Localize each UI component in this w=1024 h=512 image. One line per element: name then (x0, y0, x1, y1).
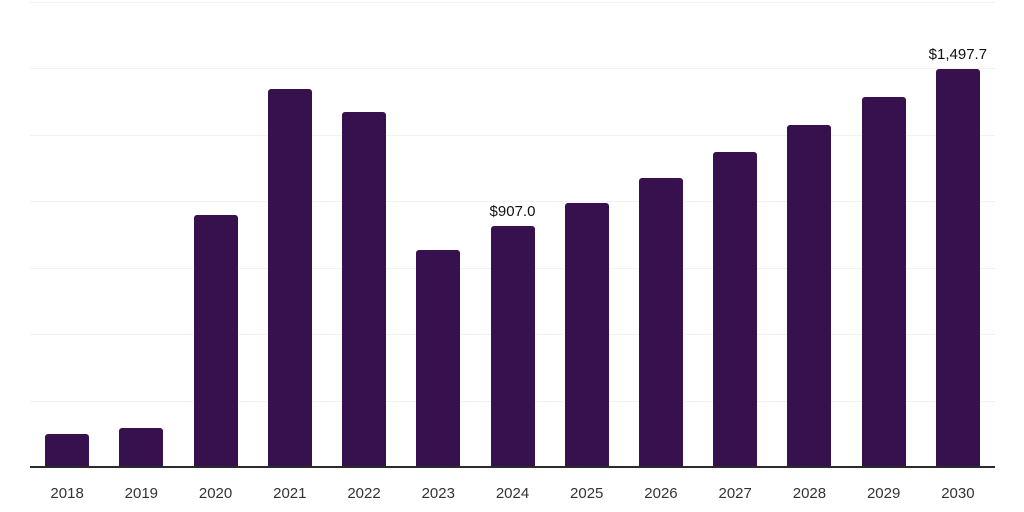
bar-2025 (564, 203, 609, 467)
x-tick-label-2026: 2026 (644, 485, 678, 502)
x-axis-line (30, 466, 995, 468)
bar-2019 (119, 428, 164, 467)
gridline-1500 (30, 68, 995, 70)
x-tick-label-2025: 2025 (570, 485, 604, 502)
data-label-2030: $1,497.7 (928, 46, 988, 64)
x-tick-label-2024: 2024 (495, 485, 530, 502)
x-tick-label-2027: 2027 (718, 485, 752, 502)
bar-2020 (193, 214, 238, 467)
bar-2030 (935, 69, 980, 467)
x-tick-label-2019: 2019 (124, 485, 159, 502)
data-label-2024: $907.0 (489, 202, 536, 220)
x-tick-label-2030: 2030 (941, 485, 975, 502)
bar-2022 (342, 112, 387, 467)
bar-2021 (267, 89, 312, 467)
bar-2026 (638, 177, 683, 467)
bar-2028 (787, 125, 832, 467)
x-tick-label-2029: 2029 (866, 485, 901, 502)
bar-2027 (713, 152, 758, 467)
x-tick-label-2022: 2022 (347, 485, 381, 502)
x-tick-label-2028: 2028 (792, 485, 827, 502)
x-tick-label-2020: 2020 (198, 485, 233, 502)
bar-2023 (416, 250, 461, 467)
x-tick-label-2021: 2021 (273, 485, 307, 502)
x-tick-label-2023: 2023 (421, 485, 455, 502)
bar-2024 (490, 225, 535, 467)
bar-2029 (861, 97, 906, 467)
gridline-1250 (30, 134, 995, 136)
x-tick-label-2018: 2018 (50, 485, 84, 502)
bar-2018 (45, 434, 90, 467)
gridline-1750 (30, 1, 995, 3)
